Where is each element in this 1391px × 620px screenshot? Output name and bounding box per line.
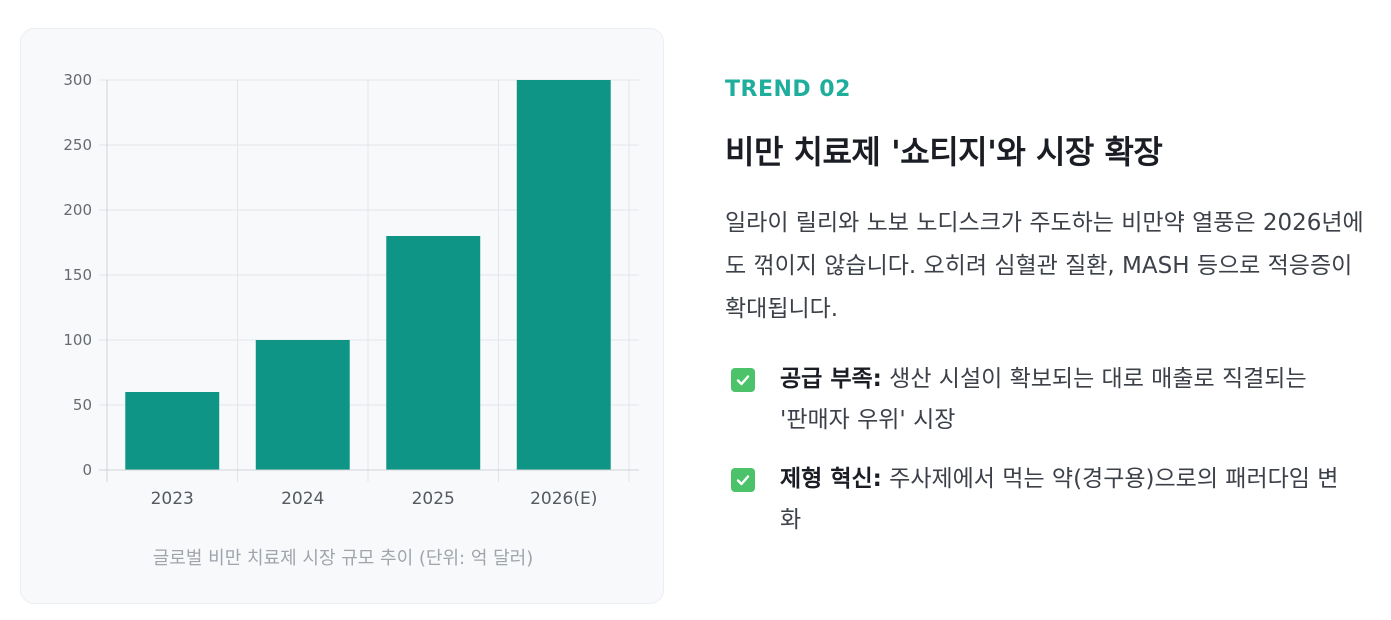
chart-tick-labels: 0 50 100 150 200 250 300 2023 2024 2025 2026(E) [63,71,597,509]
headline: 비만 치료제 '쇼티지'와 시장 확장 [725,133,1163,171]
chart-axes [99,80,639,482]
description: 일라이 릴리와 노보 노디스크가 주도하는 비만약 열풍은 2026년에도 꺾이… [725,210,1364,322]
bullet-text: 주사제에서 먹는 약(경구용)으로의 패러다임 변화 [780,466,1339,533]
y-tick-label: 0 [82,461,92,479]
y-tick-label: 300 [63,71,92,89]
check-mark-icon [731,468,755,492]
bar-2023 [125,392,220,470]
x-tick-label: 2024 [281,489,324,509]
bullet-title: 공급 부족: [780,366,882,392]
trend-label: TREND 02 [725,77,851,102]
x-tick-label: 2023 [151,489,194,509]
y-tick-label: 150 [63,266,92,284]
bar-chart: 0 50 100 150 200 250 300 2023 2024 2025 2026(E) [63,71,639,509]
bullet-supply-shortage: 공급 부족: 생산 시설이 확보되는 대로 매출로 직결되는 '판매자 우위' … [725,359,1340,441]
y-tick-label: 100 [63,331,92,349]
bullet-text: 생산 시설이 확보되는 대로 매출로 직결되는 '판매자 우위' 시장 [780,366,1307,433]
bullet-formulation-innovation: 제형 혁신: 주사제에서 먹는 약(경구용)으로의 패러다임 변화 [725,459,1340,541]
chart-bars [125,80,611,470]
chart-card: 0 50 100 150 200 250 300 2023 2024 2025 2026(E) 글로… [20,28,664,604]
trend-text-panel: TREND 02 비만 치료제 '쇼티지'와 시장 확장 일라이 릴리와 노보 … [725,72,1375,559]
bar-2025 [386,236,481,470]
bullet-list: 공급 부족: 생산 시설이 확보되는 대로 매출로 직결되는 '판매자 우위' … [725,359,1375,541]
bullet-title: 제형 혁신: [780,466,882,492]
y-tick-label: 50 [73,396,92,414]
x-tick-label: 2026(E) [530,489,597,509]
y-tick-label: 250 [63,136,92,154]
y-tick-label: 200 [63,201,92,219]
check-mark-icon [731,368,755,392]
x-tick-label: 2025 [412,489,455,509]
bar-2026(E) [516,80,611,470]
chart-caption: 글로벌 비만 치료제 시장 규모 추이 (단위: 억 달러) [152,548,534,569]
bar-2024 [255,340,350,470]
